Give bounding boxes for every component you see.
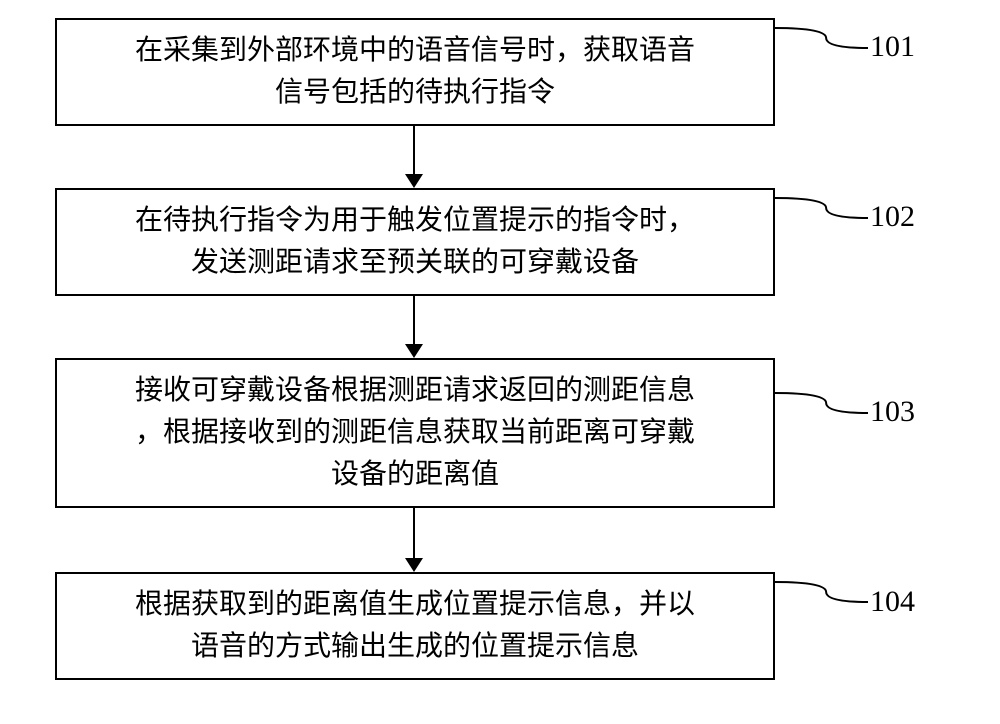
arrow-line-0 bbox=[413, 126, 415, 174]
flow-node-n3: 接收可穿戴设备根据测距请求返回的测距信息，根据接收到的测距信息获取当前距离可穿戴… bbox=[55, 358, 775, 508]
flow-node-n2: 在待执行指令为用于触发位置提示的指令时，发送测距请求至预关联的可穿戴设备 bbox=[55, 188, 775, 296]
flow-node-text: 在待执行指令为用于触发位置提示的指令时，发送测距请求至预关联的可穿戴设备 bbox=[135, 200, 695, 284]
arrow-head-0 bbox=[405, 174, 423, 188]
flow-node-label-n3: 103 bbox=[870, 395, 915, 429]
flow-node-n4: 根据获取到的距离值生成位置提示信息，并以语音的方式输出生成的位置提示信息 bbox=[55, 572, 775, 680]
flow-node-label-n1: 101 bbox=[870, 30, 915, 64]
connector-1 bbox=[773, 196, 870, 230]
flow-node-text: 根据获取到的距离值生成位置提示信息，并以语音的方式输出生成的位置提示信息 bbox=[135, 584, 695, 668]
arrow-line-1 bbox=[413, 296, 415, 344]
connector-0 bbox=[773, 26, 870, 60]
arrow-head-2 bbox=[405, 558, 423, 572]
arrow-line-2 bbox=[413, 508, 415, 558]
flowchart-canvas: 在采集到外部环境中的语音信号时，获取语音信号包括的待执行指令 101 在待执行指令为… bbox=[0, 0, 1000, 724]
flow-node-label-n2: 102 bbox=[870, 200, 915, 234]
arrow-head-1 bbox=[405, 344, 423, 358]
connector-2 bbox=[773, 391, 870, 425]
flow-node-text: 接收可穿戴设备根据测距请求返回的测距信息，根据接收到的测距信息获取当前距离可穿戴… bbox=[135, 370, 695, 496]
connector-3 bbox=[773, 580, 870, 614]
flow-node-n1: 在采集到外部环境中的语音信号时，获取语音信号包括的待执行指令 bbox=[55, 18, 775, 126]
flow-node-label-n4: 104 bbox=[870, 585, 915, 619]
flow-node-text: 在采集到外部环境中的语音信号时，获取语音信号包括的待执行指令 bbox=[135, 30, 695, 114]
